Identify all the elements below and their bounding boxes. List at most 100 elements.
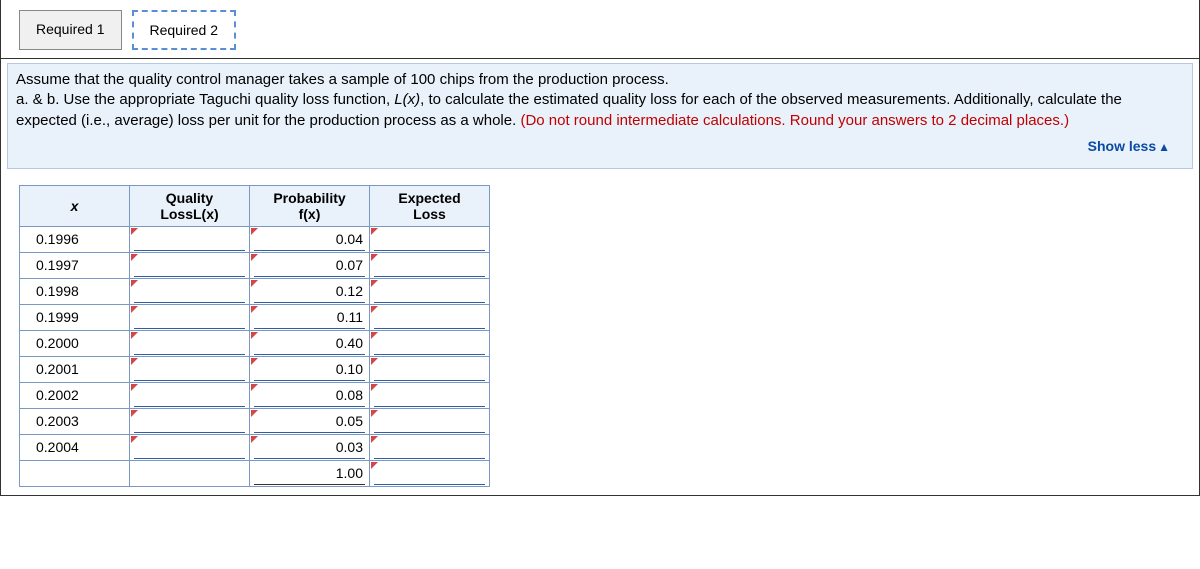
underline xyxy=(374,328,485,329)
input-cell[interactable]: 0.10 xyxy=(250,357,369,382)
input-cell[interactable] xyxy=(370,227,489,252)
input-cell[interactable] xyxy=(370,357,489,382)
table-row: 0.19960.04 xyxy=(20,226,490,252)
answer-table-area: x Quality LossL(x) Probability f(x) Expe… xyxy=(1,171,1199,495)
input-cell[interactable] xyxy=(370,435,489,460)
input-cell[interactable]: 0.04 xyxy=(250,227,369,252)
underline xyxy=(254,380,365,381)
underline xyxy=(254,354,365,355)
input-cell[interactable]: 1.00 xyxy=(250,461,369,486)
underline xyxy=(134,328,245,329)
underline xyxy=(374,458,485,459)
table-row: 0.2004 0.03 xyxy=(20,434,490,460)
input-cell[interactable]: 0.05 xyxy=(250,409,369,434)
input-cell[interactable] xyxy=(370,383,489,408)
table-row: 0.2001 0.10 xyxy=(20,356,490,382)
input-cell[interactable] xyxy=(130,331,249,356)
input-cell[interactable] xyxy=(370,279,489,304)
show-less-toggle[interactable]: Show less▲ xyxy=(16,131,1184,158)
table-row: 0.1999 0.11 xyxy=(20,304,490,330)
input-cell[interactable] xyxy=(130,383,249,408)
underline xyxy=(134,302,245,303)
cell-value: 0.10 xyxy=(336,361,363,377)
required-indicator-icon xyxy=(371,410,378,417)
x-value: 0.2003 xyxy=(20,413,129,429)
input-cell[interactable] xyxy=(370,409,489,434)
cell-value: 1.00 xyxy=(336,465,363,481)
input-cell[interactable] xyxy=(370,331,489,356)
underline xyxy=(254,276,365,277)
required-indicator-icon xyxy=(131,384,138,391)
input-cell[interactable]: 0.03 xyxy=(250,435,369,460)
underline xyxy=(374,276,485,277)
prompt-line-2a: a. & b. Use the appropriate Taguchi qual… xyxy=(16,91,394,108)
x-value: 0.2004 xyxy=(20,439,129,455)
input-cell[interactable]: 0.11 xyxy=(250,305,369,330)
input-cell[interactable] xyxy=(370,253,489,278)
table-row: 0.20000.40 xyxy=(20,330,490,356)
required-indicator-icon xyxy=(251,306,258,313)
cell-value: 0.40 xyxy=(336,335,363,351)
underline xyxy=(254,484,365,485)
input-cell[interactable]: 0.08 xyxy=(250,383,369,408)
input-cell[interactable] xyxy=(130,279,249,304)
x-value: 0.1997 xyxy=(20,257,129,273)
header-q-2: LossL(x) xyxy=(160,206,218,222)
required-indicator-icon xyxy=(131,410,138,417)
required-indicator-icon xyxy=(371,462,378,469)
required-indicator-icon xyxy=(251,254,258,261)
required-indicator-icon xyxy=(371,436,378,443)
input-cell[interactable]: 0.12 xyxy=(250,279,369,304)
underline xyxy=(134,406,245,407)
required-indicator-icon xyxy=(251,436,258,443)
input-cell[interactable] xyxy=(130,409,249,434)
underline xyxy=(254,250,365,251)
header-q-1: Quality xyxy=(166,190,213,206)
input-cell[interactable] xyxy=(130,227,249,252)
x-value: 0.2001 xyxy=(20,361,129,377)
required-indicator-icon xyxy=(251,332,258,339)
input-cell[interactable] xyxy=(130,305,249,330)
required-indicator-icon xyxy=(371,384,378,391)
tab-required-2[interactable]: Required 2 xyxy=(132,10,237,50)
input-cell[interactable]: 0.40 xyxy=(250,331,369,356)
input-cell[interactable] xyxy=(130,357,249,382)
required-indicator-icon xyxy=(251,228,258,235)
cell-value: 0.07 xyxy=(336,257,363,273)
tab-bar: Required 1 Required 2 xyxy=(1,0,1199,50)
show-less-label: Show less xyxy=(1088,138,1156,154)
underline xyxy=(254,302,365,303)
underline xyxy=(134,432,245,433)
required-indicator-icon xyxy=(371,228,378,235)
header-e-1: Expected xyxy=(398,190,460,206)
x-value: 0.1999 xyxy=(20,309,129,325)
table-row: 0.1997 0.07 xyxy=(20,252,490,278)
underline xyxy=(134,354,245,355)
required-indicator-icon xyxy=(131,436,138,443)
input-cell[interactable] xyxy=(370,461,489,486)
input-cell[interactable] xyxy=(370,305,489,330)
required-indicator-icon xyxy=(131,306,138,313)
required-indicator-icon xyxy=(131,358,138,365)
input-cell[interactable] xyxy=(130,435,249,460)
cell-value: 0.04 xyxy=(336,231,363,247)
table-row: 0.2003 0.05 xyxy=(20,408,490,434)
prompt-line-1: Assume that the quality control manager … xyxy=(16,71,669,88)
required-indicator-icon xyxy=(251,280,258,287)
required-indicator-icon xyxy=(131,228,138,235)
cell-value: 0.12 xyxy=(336,283,363,299)
table-row: 0.20020.08 xyxy=(20,382,490,408)
required-indicator-icon xyxy=(371,306,378,313)
x-value: 0.1998 xyxy=(20,283,129,299)
cell-value: 0.05 xyxy=(336,413,363,429)
input-cell[interactable] xyxy=(130,253,249,278)
tab-required-1[interactable]: Required 1 xyxy=(19,10,122,50)
header-quality-loss: Quality LossL(x) xyxy=(130,185,250,226)
answer-table: x Quality LossL(x) Probability f(x) Expe… xyxy=(19,185,490,487)
required-indicator-icon xyxy=(371,358,378,365)
table-total-row: 1.00 xyxy=(20,460,490,486)
underline xyxy=(374,302,485,303)
divider xyxy=(1,58,1199,59)
required-indicator-icon xyxy=(131,280,138,287)
input-cell[interactable]: 0.07 xyxy=(250,253,369,278)
